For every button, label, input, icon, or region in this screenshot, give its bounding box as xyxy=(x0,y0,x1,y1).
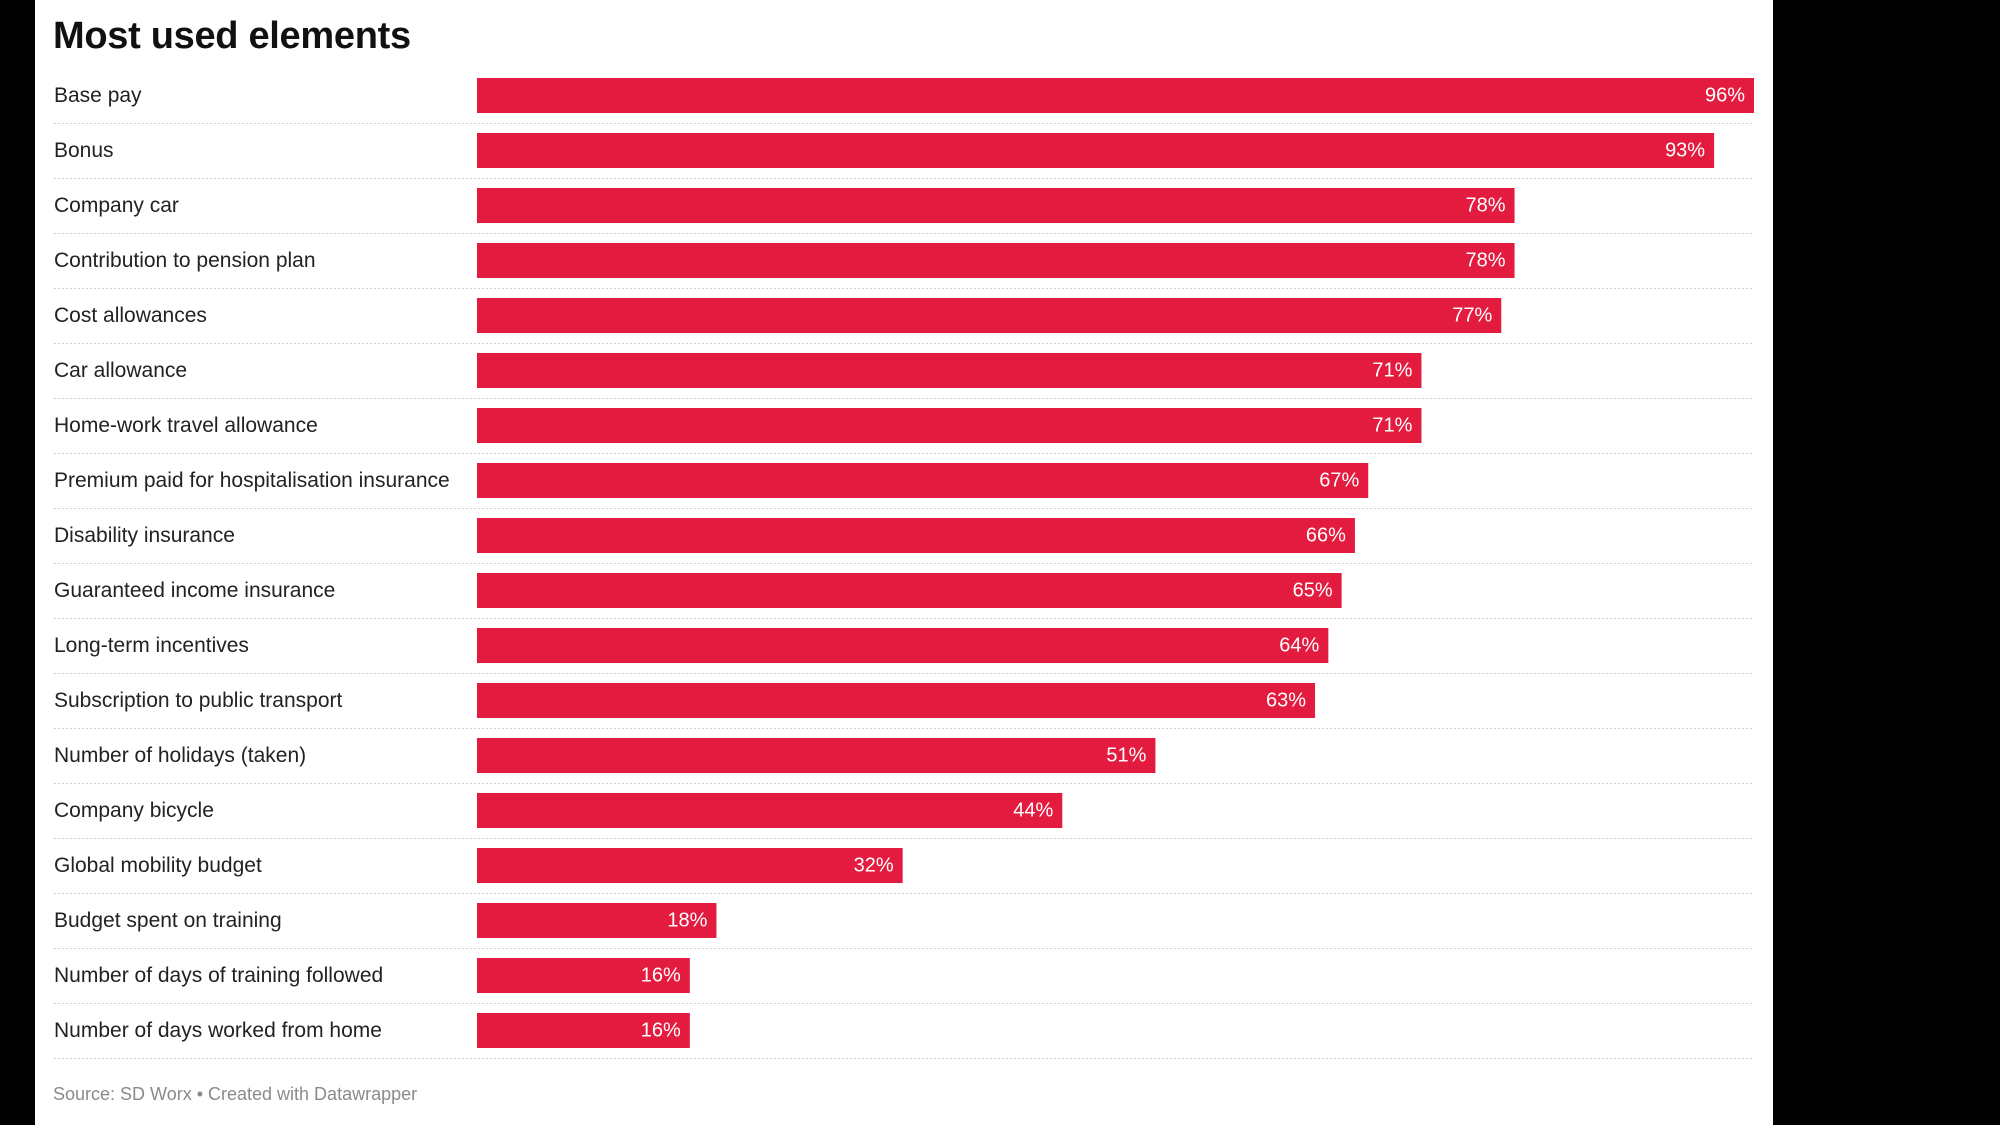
bar xyxy=(477,353,1422,388)
value-label: 77% xyxy=(1452,305,1492,327)
category-label: Cost allowances xyxy=(54,304,207,327)
value-label: 78% xyxy=(1466,250,1506,272)
value-label: 64% xyxy=(1279,635,1319,657)
chart-source: Source: SD Worx • Created with Datawrapp… xyxy=(53,1084,418,1104)
bar xyxy=(477,738,1156,773)
category-label: Budget spent on training xyxy=(54,909,282,932)
value-label: 93% xyxy=(1665,140,1705,162)
value-label: 18% xyxy=(667,910,707,932)
bar xyxy=(477,188,1515,223)
category-label: Car allowance xyxy=(54,359,187,382)
bar xyxy=(477,1013,690,1048)
value-label: 67% xyxy=(1319,470,1359,492)
bar xyxy=(477,463,1369,498)
value-label: 51% xyxy=(1106,745,1146,767)
bar xyxy=(477,903,717,938)
bar xyxy=(477,848,903,883)
bar xyxy=(477,793,1063,828)
value-label: 66% xyxy=(1306,525,1346,547)
value-label: 44% xyxy=(1013,800,1053,822)
category-label: Base pay xyxy=(54,84,142,107)
value-label: 16% xyxy=(641,965,681,987)
category-label: Premium paid for hospitalisation insuran… xyxy=(54,469,450,492)
bar xyxy=(477,958,690,993)
category-label: Number of holidays (taken) xyxy=(54,744,306,767)
category-label: Number of days worked from home xyxy=(54,1019,382,1042)
category-label: Global mobility budget xyxy=(54,854,262,877)
bar xyxy=(477,78,1754,113)
chart-title: Most used elements xyxy=(53,15,411,57)
category-label: Guaranteed income insurance xyxy=(54,579,335,602)
bar xyxy=(477,683,1316,718)
bar xyxy=(477,133,1715,168)
bar xyxy=(477,573,1342,608)
bar-chart: Base pay 96% Bonus 93% Company car 78% Contrib… xyxy=(54,78,1754,1059)
category-label: Bonus xyxy=(54,139,114,162)
category-label: Disability insurance xyxy=(54,524,235,547)
category-label: Subscription to public transport xyxy=(54,689,342,712)
value-label: 65% xyxy=(1293,580,1333,602)
bar xyxy=(477,518,1355,553)
category-label: Contribution to pension plan xyxy=(54,249,316,272)
value-label: 78% xyxy=(1466,195,1506,217)
value-label: 96% xyxy=(1705,85,1745,107)
value-label: 71% xyxy=(1372,415,1412,437)
category-label: Company bicycle xyxy=(54,799,214,822)
category-label: Long-term incentives xyxy=(54,634,249,657)
bar xyxy=(477,408,1422,443)
category-label: Home-work travel allowance xyxy=(54,414,318,437)
category-label: Company car xyxy=(54,194,179,217)
bar xyxy=(477,243,1515,278)
value-label: 32% xyxy=(854,855,894,877)
bar xyxy=(477,628,1329,663)
value-label: 16% xyxy=(641,1020,681,1042)
chart-panel: Most used elements Base pay 96% Bonus 93% Co… xyxy=(35,0,1773,1125)
category-label: Number of days of training followed xyxy=(54,964,383,987)
value-label: 63% xyxy=(1266,690,1306,712)
value-label: 71% xyxy=(1372,360,1412,382)
bar xyxy=(477,298,1502,333)
